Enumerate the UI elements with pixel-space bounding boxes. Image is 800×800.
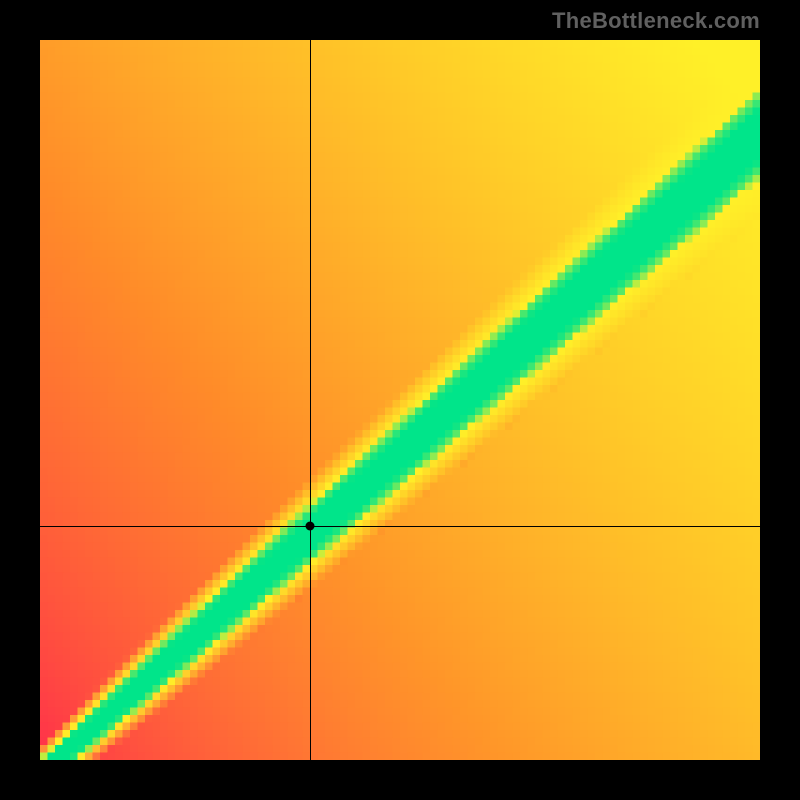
marker-dot xyxy=(306,522,315,531)
heatmap-canvas xyxy=(40,40,760,760)
watermark-text: TheBottleneck.com xyxy=(552,8,760,34)
crosshair-vertical xyxy=(310,40,311,760)
crosshair-horizontal xyxy=(40,526,760,527)
plot-area xyxy=(40,40,760,760)
chart-frame: TheBottleneck.com xyxy=(0,0,800,800)
